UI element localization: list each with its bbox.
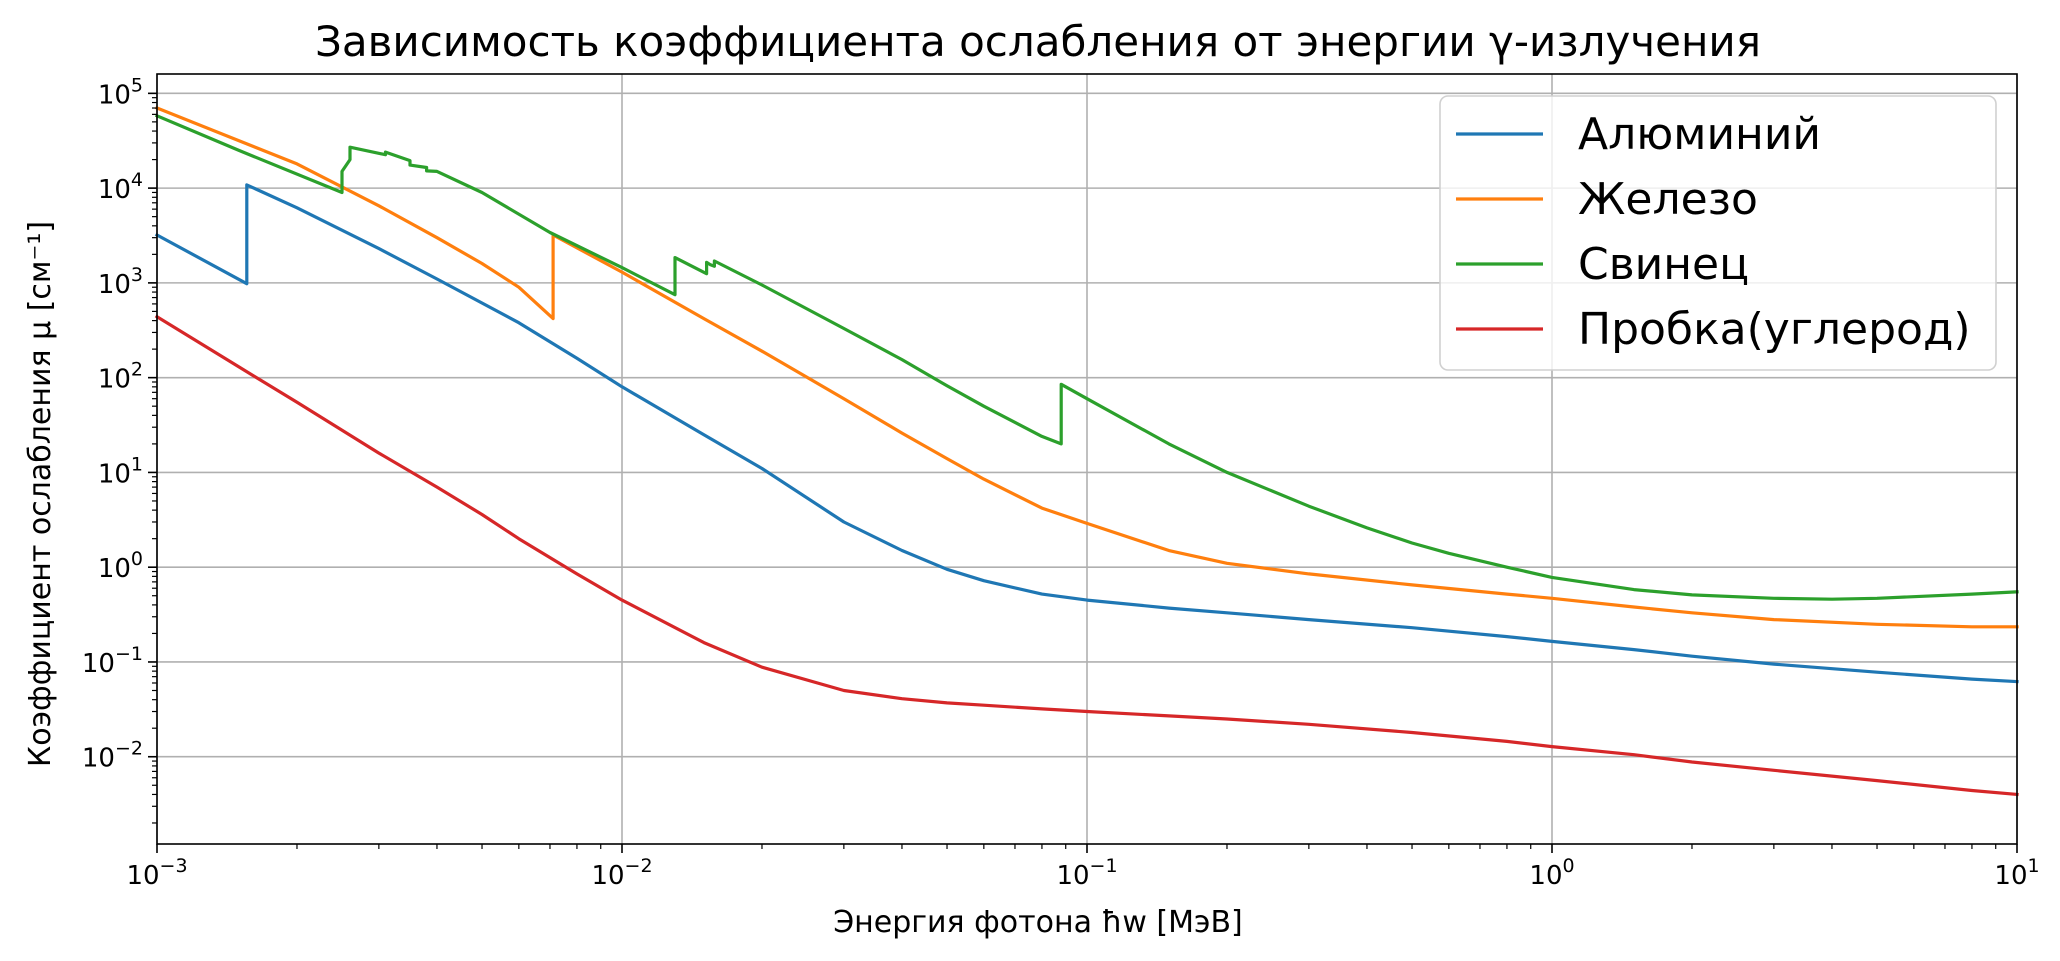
legend-label-2: Железо bbox=[1578, 174, 1758, 225]
legend-label-3: Свинец bbox=[1578, 239, 1749, 290]
legend-frame bbox=[1439, 95, 1997, 371]
y-tick-label: 103 bbox=[98, 264, 143, 300]
legend-label-4: Пробка(углерод) bbox=[1578, 304, 1971, 355]
y-axis-label: Коэффициент ослабления μ [см⁻¹] bbox=[23, 221, 58, 767]
x-tick-label: 10−1 bbox=[1056, 855, 1117, 891]
series-line-2 bbox=[154, 105, 2019, 629]
grid-lines bbox=[156, 74, 2018, 844]
y-tick-label: 104 bbox=[98, 169, 143, 205]
axis-ticks bbox=[148, 92, 2018, 853]
series-line-1 bbox=[154, 183, 2019, 684]
x-tick-labels: 10−3 10−2 10−1 100 101 bbox=[126, 855, 2039, 891]
chart-title: Зависимость коэффициента ослабления от э… bbox=[315, 17, 1761, 66]
legend-label-1: Алюминий bbox=[1578, 109, 1821, 160]
x-tick-label: 100 bbox=[1529, 855, 1574, 891]
y-tick-labels: 10−2 10−1 100 101 102 103 104 105 bbox=[82, 74, 143, 773]
y-tick-label: 105 bbox=[98, 74, 143, 110]
x-axis-label: Энергия фотона ħw [МэВ] bbox=[833, 905, 1243, 940]
y-tick-label: 10−2 bbox=[82, 738, 143, 774]
series-lines bbox=[154, 105, 2019, 797]
legend: Алюминий Железо Свинец Пробка(углерод) bbox=[1439, 95, 1997, 371]
y-tick-label: 100 bbox=[98, 548, 143, 584]
x-tick-label: 101 bbox=[1994, 855, 2039, 891]
y-tick-label: 102 bbox=[98, 359, 143, 395]
x-tick-label: 10−3 bbox=[126, 855, 187, 891]
y-tick-label: 101 bbox=[98, 453, 143, 489]
y-tick-label: 10−1 bbox=[82, 643, 143, 679]
x-tick-label: 10−2 bbox=[591, 855, 652, 891]
series-line-3 bbox=[154, 113, 2019, 601]
series-line-4 bbox=[154, 314, 2019, 797]
